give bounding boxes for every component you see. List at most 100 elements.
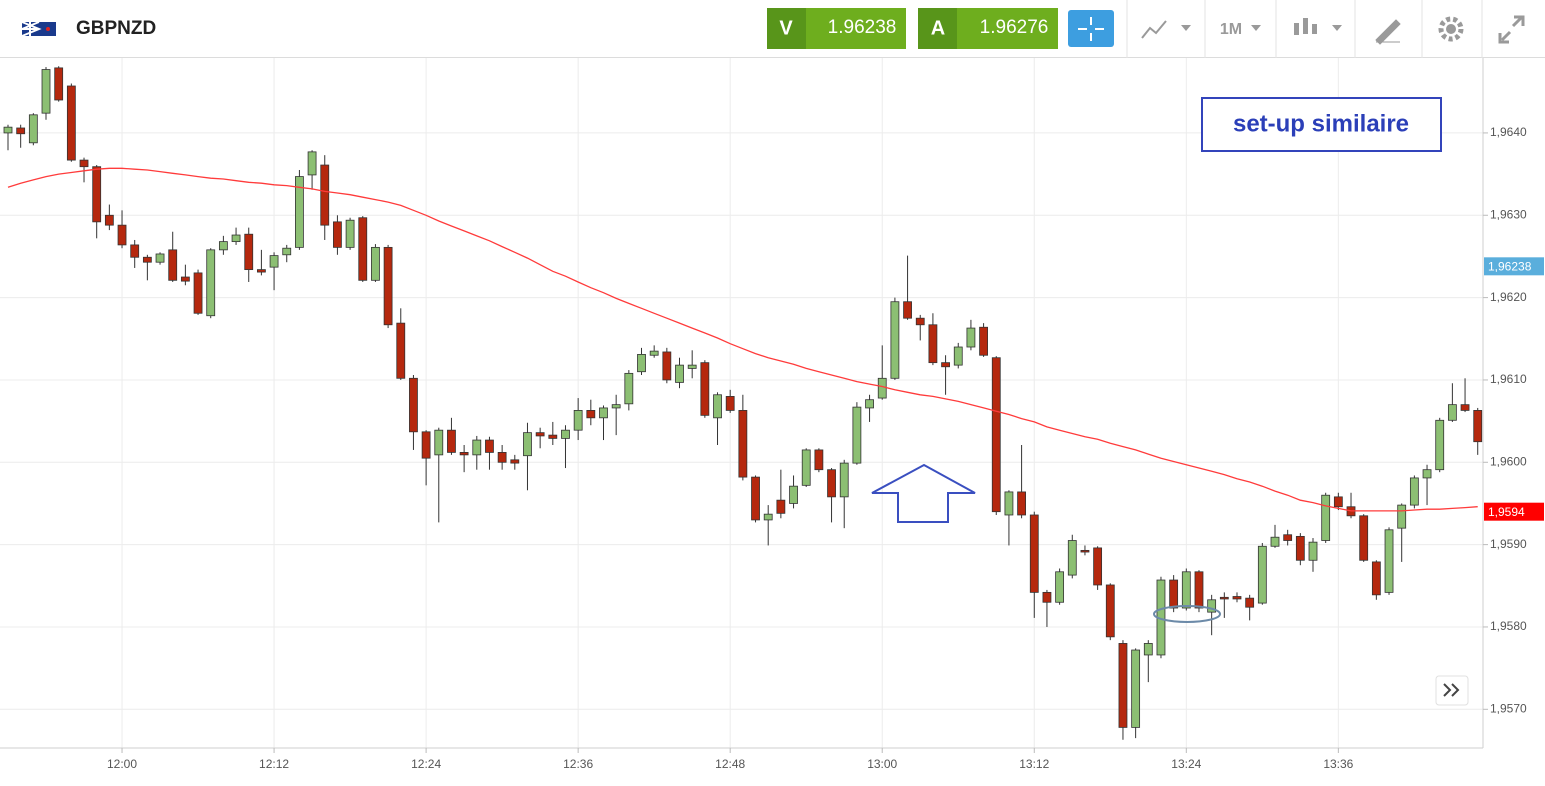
candle-body <box>1473 410 1483 443</box>
candle-body <box>256 269 266 273</box>
buy-label: A <box>931 17 945 39</box>
candle-body <box>1283 534 1293 541</box>
candle-body <box>104 214 114 226</box>
annotation-box <box>1201 97 1442 152</box>
candle-body <box>3 126 13 134</box>
candle-body <box>1055 571 1065 603</box>
y-tick-label: 1,9580 <box>1490 619 1527 633</box>
candle-body <box>396 322 406 379</box>
candles-icon[interactable] <box>1294 18 1317 35</box>
x-tick-label: 12:24 <box>411 757 441 771</box>
header: GBPNZD V 1.96238 A 1.96276 1M <box>0 0 1545 58</box>
price-tag <box>1484 502 1544 521</box>
candle-body <box>168 249 178 281</box>
moving-average <box>7 167 1478 512</box>
price-tag-label: 1,9594 <box>1488 505 1525 519</box>
candle-body <box>1131 649 1141 728</box>
chart-type-icon[interactable] <box>1141 20 1167 39</box>
candle-body <box>142 256 152 263</box>
candle-body <box>877 377 887 399</box>
candle-body <box>548 434 558 439</box>
candle-body <box>687 364 697 369</box>
highlight-ellipse <box>1153 605 1221 623</box>
candle-body <box>763 513 773 521</box>
candle-body <box>41 69 51 114</box>
candle-body <box>890 301 900 379</box>
candle-body <box>725 396 735 411</box>
candle-body <box>966 327 976 348</box>
candle-body <box>193 272 203 314</box>
candle-body <box>307 151 317 176</box>
candle-body <box>472 439 482 456</box>
y-tick-label: 1,9600 <box>1490 454 1527 468</box>
price-tag <box>1484 257 1544 276</box>
candle-body <box>282 247 292 256</box>
axes: 1,9570 1,9580 1,9590 1,9600 1,9610 1,9620 1,96… <box>107 125 1544 771</box>
candle-body <box>295 176 304 248</box>
candle-body <box>637 354 646 373</box>
candle-body <box>345 219 355 248</box>
candle-body <box>1333 496 1343 508</box>
candle-body <box>269 255 279 268</box>
candle-body <box>371 246 380 281</box>
candle-body <box>814 449 824 471</box>
header-bar: GBPNZD V 1.96238 A 1.96276 1M <box>21 0 1525 58</box>
candle-body <box>713 394 722 419</box>
candle-body <box>903 301 912 319</box>
candle-body <box>865 399 874 409</box>
x-tick-label: 12:00 <box>107 757 137 771</box>
plot-area <box>0 58 1483 748</box>
candle-body <box>675 364 684 383</box>
sell-price: 1.96238 <box>828 17 897 38</box>
candle-body <box>751 476 760 521</box>
y-tick-label: 1,9590 <box>1490 537 1527 551</box>
candle-body <box>1080 549 1090 553</box>
candle-body <box>434 429 444 456</box>
candle-body <box>953 346 963 366</box>
candle-body <box>573 410 583 431</box>
fullscreen-icon[interactable] <box>1498 15 1525 44</box>
x-tick-label: 13:24 <box>1171 757 1201 771</box>
candle-body <box>1295 535 1305 561</box>
candle-body <box>54 67 64 101</box>
dropdown-arrow <box>1332 25 1342 31</box>
candle-body <box>561 429 570 439</box>
scroll-icon <box>1443 683 1460 697</box>
crosshair-icon <box>1078 17 1104 41</box>
candle-body <box>789 485 798 504</box>
settings-icon-center <box>1446 24 1456 34</box>
y-tick-label: 1,9640 <box>1490 125 1527 139</box>
candle-body <box>1194 571 1204 609</box>
candle-body <box>1042 591 1052 603</box>
candle-body <box>1219 596 1229 600</box>
candle-body <box>1384 529 1394 593</box>
candle-body <box>510 459 520 464</box>
timeframe[interactable]: 1M <box>1220 21 1242 38</box>
candle-body <box>28 114 38 144</box>
settings-icon[interactable] <box>1438 16 1464 42</box>
candle-body <box>991 357 1001 513</box>
candle-body <box>1447 404 1457 421</box>
candle-body <box>1017 491 1026 516</box>
candle-body <box>1409 477 1419 506</box>
dropdown-arrow <box>1251 25 1261 31</box>
scroll-button[interactable] <box>1435 675 1469 706</box>
candle-body <box>915 317 925 326</box>
candle-body <box>624 372 634 405</box>
candle-body <box>1181 571 1191 609</box>
flag-star <box>46 27 50 31</box>
candle-body <box>79 159 89 168</box>
candle-body <box>485 439 494 453</box>
candle-body <box>662 351 672 381</box>
candle-body <box>776 499 786 514</box>
candle-body <box>801 449 811 486</box>
candle-body <box>155 253 165 263</box>
candle-body <box>66 85 76 161</box>
candle-body <box>320 164 330 226</box>
drawing-icon[interactable] <box>1375 19 1401 45</box>
up-arrow <box>871 463 976 523</box>
candle-body <box>1029 514 1039 593</box>
crosshair-button[interactable] <box>1068 10 1114 47</box>
candle-body <box>1169 579 1179 609</box>
